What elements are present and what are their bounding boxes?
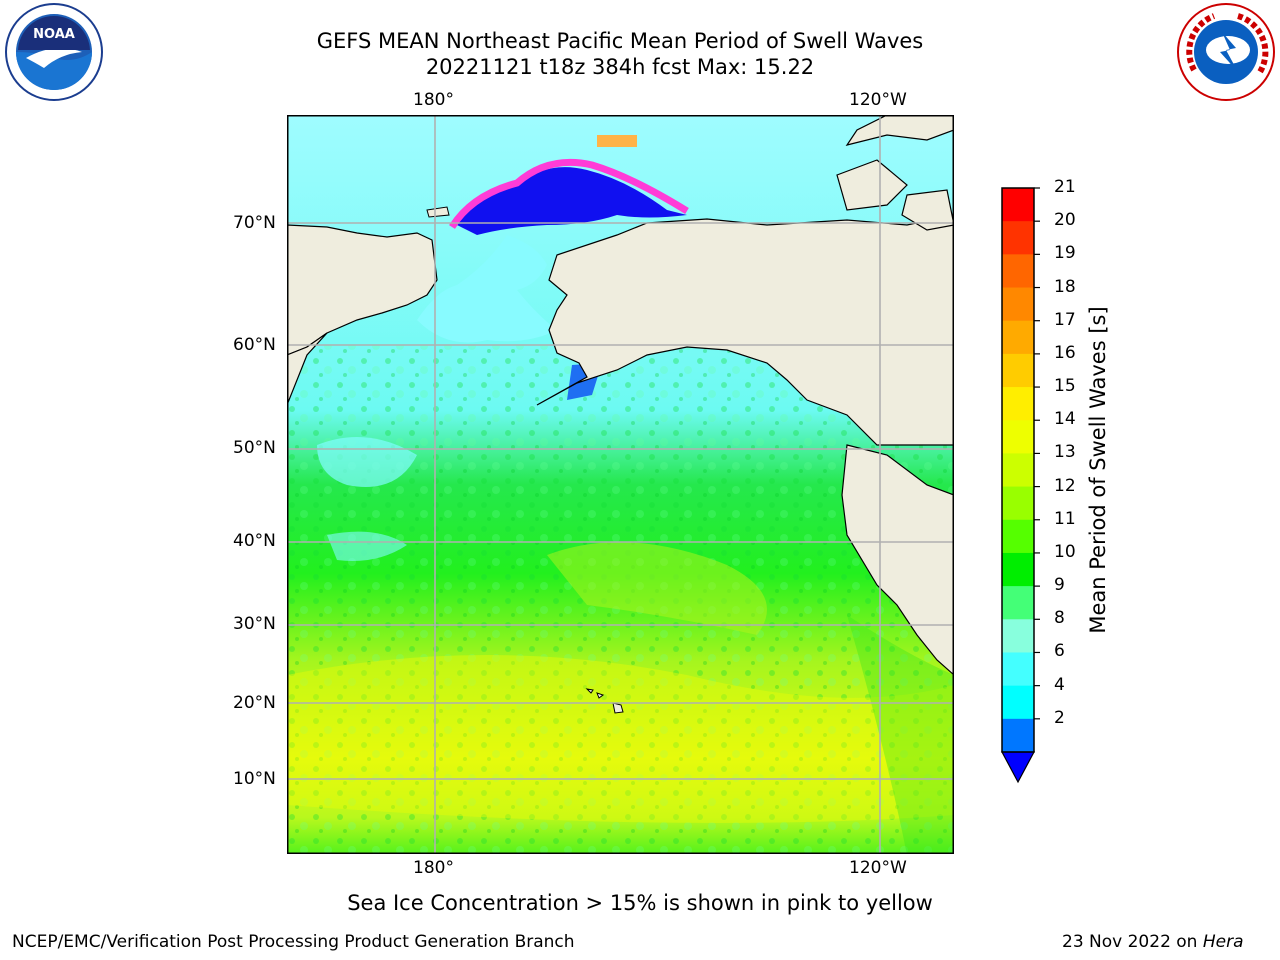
colorbar-segment	[1002, 486, 1034, 521]
land-north-america	[841, 444, 954, 676]
colorbar-segment	[1002, 685, 1034, 720]
lat-label-60n: 60°N	[233, 335, 276, 355]
colorbar-label: Mean Period of Swell Waves [s]	[1086, 306, 1110, 634]
colorbar-segment	[1002, 519, 1034, 554]
graticule	[287, 115, 954, 854]
colorbar-segment	[1002, 287, 1034, 322]
colorbar-segment	[1002, 586, 1034, 620]
noaa-logo: NOAA	[5, 3, 103, 101]
colorbar-segment	[1002, 652, 1034, 687]
colorbar	[1001, 187, 1040, 784]
footer-date-text: 23 Nov 2022 on	[1062, 932, 1203, 952]
colorbar-extend-arrow	[1001, 751, 1035, 784]
footer-branch: NCEP/EMC/Verification Post Processing Pr…	[12, 932, 575, 952]
colorbar-segment	[1002, 320, 1034, 355]
colorbar-segment	[1002, 718, 1034, 753]
lat-label-10n: 10°N	[233, 769, 276, 789]
land-hawaii	[585, 688, 624, 714]
lat-label-20n: 20°N	[233, 693, 276, 713]
colorbar-tick-label: 15	[1054, 376, 1076, 397]
lon-label-top-180: 180°	[413, 90, 454, 110]
colorbar-tick-label: 13	[1054, 442, 1076, 463]
colorbar-segment	[1002, 254, 1034, 289]
lon-label-bottom-180: 180°	[413, 858, 454, 878]
lat-label-50n: 50°N	[233, 438, 276, 458]
lat-label-30n: 30°N	[233, 614, 276, 634]
colorbar-segment	[1002, 387, 1034, 421]
colorbar-tick-label: 20	[1054, 210, 1076, 231]
colorbar-tick-label: 17	[1054, 309, 1076, 330]
colorbar-tick-label: 9	[1054, 575, 1065, 596]
colorbar-tick-label: 19	[1054, 243, 1076, 264]
colorbar-tick-label: 14	[1054, 409, 1076, 430]
colorbar-segment	[1002, 453, 1034, 488]
colorbar-tick-label: 8	[1054, 608, 1065, 629]
colorbar-segment	[1002, 552, 1034, 587]
lon-label-bottom-120w: 120°W	[849, 858, 907, 878]
lat-label-40n: 40°N	[233, 531, 276, 551]
colorbar-segment	[1002, 221, 1034, 255]
colorbar-frame	[1001, 187, 1035, 753]
colorbar-tick-label: 4	[1054, 674, 1065, 695]
footer-host: Hera	[1202, 932, 1244, 952]
lat-label-70n: 70°N	[233, 213, 276, 233]
colorbar-segment	[1002, 353, 1034, 388]
colorbar-segment	[1002, 619, 1034, 653]
land-alaska-canada	[536, 214, 954, 446]
sea-ice-region	[457, 167, 687, 235]
lon-label-top-120w: 120°W	[849, 90, 907, 110]
colorbar-segment	[1002, 188, 1034, 222]
colorbar-tick-label: 2	[1054, 707, 1065, 728]
colorbar-tick-label: 12	[1054, 475, 1076, 496]
svg-text:NOAA: NOAA	[33, 27, 75, 42]
colorbar-tick-label: 11	[1054, 508, 1076, 529]
colorbar-tick-label: 18	[1054, 276, 1076, 297]
nws-logo	[1177, 3, 1275, 101]
colorbar-tick-label: 21	[1054, 177, 1076, 197]
map-panel	[287, 115, 954, 854]
sea-ice-caption: Sea Ice Concentration > 15% is shown in …	[347, 891, 933, 915]
colorbar-tick-label: 10	[1054, 541, 1076, 562]
chart-subtitle: 20221121 t18z 384h fcst Max: 15.22	[425, 55, 815, 79]
colorbar-tick-label: 6	[1054, 641, 1065, 662]
colorbar-segment	[1002, 420, 1034, 454]
footer-date: 23 Nov 2022 on Hera	[1062, 932, 1244, 952]
colorbar-tick-label: 16	[1054, 342, 1076, 363]
chart-title: GEFS MEAN Northeast Pacific Mean Period …	[316, 29, 924, 53]
map-frame	[287, 115, 954, 854]
